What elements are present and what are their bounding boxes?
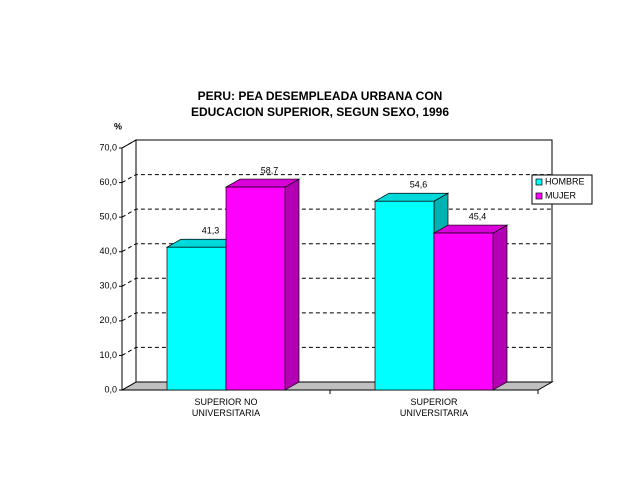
y-tick-label: 10,0 (99, 350, 117, 360)
grid-line (121, 139, 552, 149)
grid-line (121, 312, 552, 322)
bar-front (433, 232, 494, 391)
side-wall (121, 139, 137, 391)
legend-label: MUJER (545, 190, 576, 200)
value-label: 54,6 (410, 180, 428, 190)
value-label: 58,7 (261, 165, 279, 175)
grid-line (121, 243, 552, 253)
grid-line (121, 208, 552, 218)
bar-front (225, 186, 286, 391)
grid-line (121, 174, 552, 184)
y-axis-label: % (114, 121, 122, 131)
legend-swatch (535, 192, 543, 200)
bar (432, 224, 509, 391)
value-label: 41,3 (202, 226, 220, 236)
bar-side (492, 224, 508, 391)
x-tick-label: SUPERIOR NO UNIVERSITARIA (191, 397, 261, 418)
legend-label: HOMBRE (545, 176, 585, 186)
legend-swatch (535, 178, 543, 186)
bar-side (284, 178, 300, 391)
y-tick-label: 60,0 (99, 177, 117, 187)
y-tick-label: 40,0 (99, 246, 117, 256)
grid-line (121, 277, 552, 287)
bar-front (166, 246, 227, 391)
x-tick-label: SUPERIOR UNIVERSITARIA (399, 397, 469, 418)
bar (224, 178, 301, 391)
y-tick-label: 70,0 (99, 142, 117, 152)
y-tick-label: 20,0 (99, 315, 117, 325)
chart-title: PERU: PEA DESEMPLEADA URBANA CON EDUCACI… (190, 89, 450, 119)
grid-line (121, 346, 552, 356)
bar-front (374, 200, 435, 391)
value-label: 45,4 (469, 211, 487, 221)
y-tick-label: 30,0 (99, 281, 117, 291)
y-tick-label: 50,0 (99, 212, 117, 222)
y-tick-label: 0,0 (104, 384, 117, 394)
